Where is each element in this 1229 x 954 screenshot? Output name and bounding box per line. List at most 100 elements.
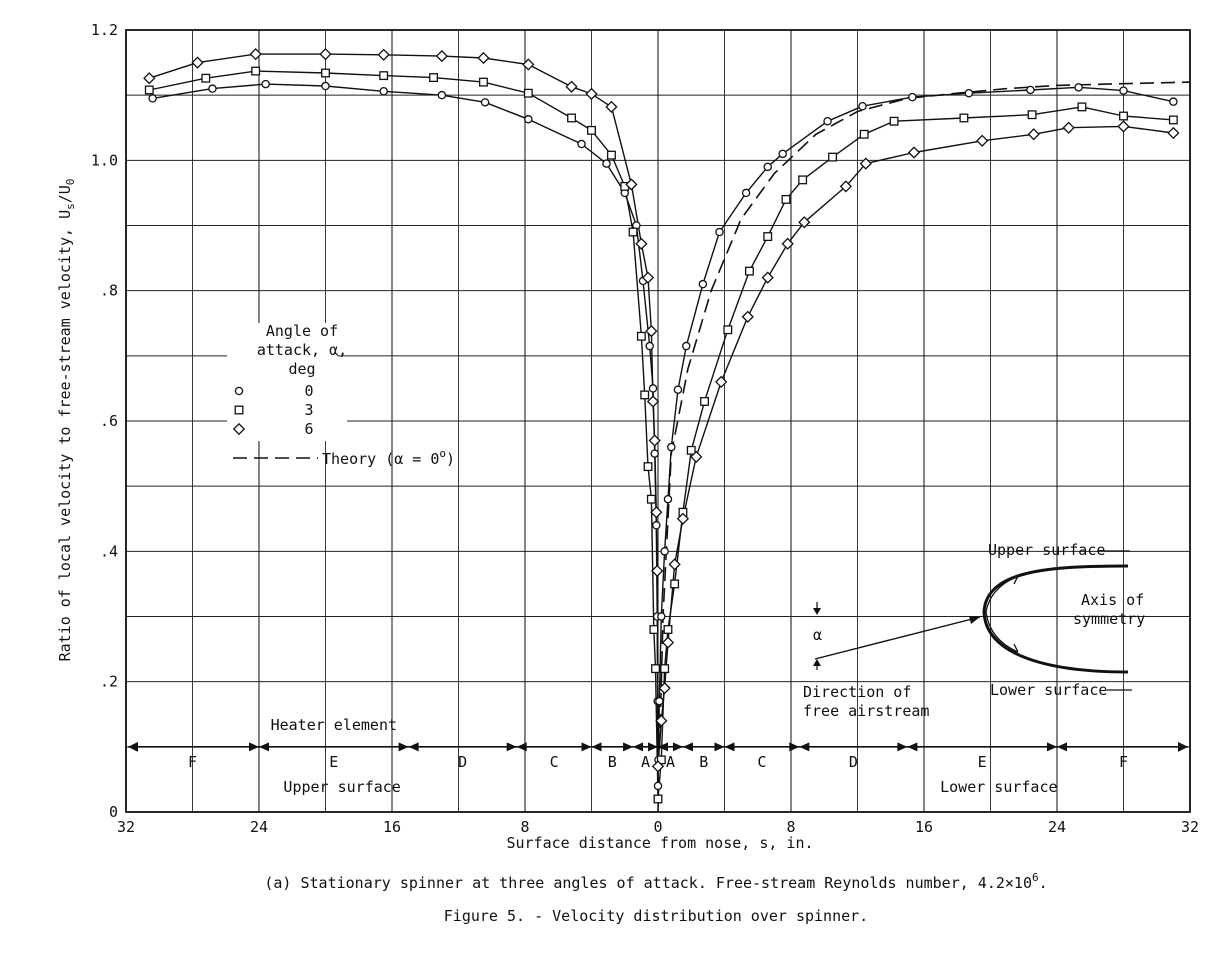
- square-marker: [321, 68, 330, 78]
- legend-background: [227, 353, 337, 411]
- legend-entry-label: 6: [304, 420, 313, 438]
- zone-arrow: [672, 742, 683, 752]
- legend-title-line-2: attack, α,: [257, 341, 347, 359]
- zone-arrow: [259, 742, 269, 752]
- diamond-marker: [839, 180, 852, 193]
- x-tick-label: 32: [117, 818, 135, 836]
- diamond-marker: [761, 271, 774, 284]
- circle-marker: [577, 139, 586, 149]
- diamond-marker: [565, 80, 578, 93]
- zone-letter: F: [188, 753, 197, 771]
- lower-surface-label: Lower surface: [940, 778, 1057, 796]
- square-marker: [1077, 102, 1087, 112]
- square-marker: [859, 129, 869, 139]
- zone-letter: D: [849, 753, 858, 771]
- legend-entry-label: 0: [304, 382, 313, 400]
- circle-marker: [698, 279, 708, 289]
- circle-marker: [858, 101, 867, 111]
- square-marker: [1027, 110, 1037, 120]
- y-axis-label: Ratio of local velocity to free-stream v…: [56, 179, 77, 662]
- circle-marker: [261, 79, 270, 89]
- x-tick-label: 16: [915, 818, 933, 836]
- diamond-marker: [522, 58, 535, 71]
- square-marker: [828, 152, 838, 162]
- zone-arrow: [623, 742, 634, 752]
- circle-marker: [673, 385, 683, 394]
- circle-marker: [1119, 86, 1128, 95]
- circle-marker: [480, 98, 490, 107]
- square-marker: [744, 266, 754, 276]
- x-tick-label: 24: [1048, 818, 1066, 836]
- alpha-label: α: [813, 626, 822, 644]
- x-axis-label: Surface distance from nose, s, in.: [506, 834, 813, 852]
- zone-letter: F: [1119, 753, 1128, 771]
- square-marker: [628, 227, 638, 237]
- circle-marker: [1026, 85, 1035, 95]
- square-marker: [651, 664, 660, 674]
- tick-labels: 32 24 16 8 0 8 16 24 320.2.4.6.81.01.2: [91, 21, 1199, 836]
- circle-marker: [660, 547, 669, 556]
- zone-letter: D: [458, 753, 467, 771]
- zone-arrow: [1057, 742, 1067, 752]
- diamond-marker: [859, 157, 872, 170]
- diamond-marker: [645, 324, 658, 338]
- diamond-marker: [658, 682, 671, 695]
- theory-dashed-line: [657, 81, 1191, 813]
- zone-letter: B: [699, 753, 708, 771]
- diamond-marker: [798, 216, 811, 229]
- diamond-marker: [605, 100, 618, 114]
- diamond-marker: [741, 310, 754, 323]
- square-marker: [523, 88, 533, 98]
- diamond-marker: [191, 56, 204, 69]
- circle-marker: [1169, 97, 1178, 106]
- upper-flow-arrow: [1009, 575, 1019, 585]
- direction-label-2: free airstream: [803, 702, 929, 720]
- zone-arrow: [724, 742, 735, 752]
- diamond-marker: [1117, 120, 1130, 133]
- legend-background: [227, 323, 377, 353]
- square-marker: [686, 445, 696, 455]
- x-tick-label: 32: [1181, 818, 1199, 836]
- circle-marker: [908, 92, 917, 102]
- square-marker: [1119, 111, 1128, 121]
- y-tick-label: .4: [100, 542, 118, 560]
- diamond-marker: [907, 146, 921, 159]
- diamond-marker: [1167, 126, 1180, 140]
- circle-marker: [682, 341, 691, 351]
- zone-arrow: [789, 742, 800, 752]
- x-tick-label: 16: [383, 818, 401, 836]
- y-tick-label: .6: [100, 412, 118, 430]
- circle-marker: [652, 521, 661, 530]
- inset-lower-surface-label: Lower surface: [990, 681, 1107, 699]
- subfigure-caption: (a) Stationary spinner at three angles o…: [264, 871, 1047, 892]
- spinner-outline: [982, 564, 1129, 674]
- zone-letter: E: [329, 753, 338, 771]
- airstream-arrow-head: [969, 616, 980, 624]
- heater-zones: F E D C B A A B C D E F Heater element Upper surface L…: [128, 716, 1188, 796]
- circle-marker: [208, 84, 217, 93]
- square-marker: [607, 150, 616, 160]
- x-tick-label: 24: [250, 818, 268, 836]
- circle-marker: [648, 384, 658, 393]
- zone-arrow: [799, 742, 810, 752]
- circle-marker: [1074, 83, 1083, 92]
- diamond-marker: [1027, 128, 1040, 141]
- zone-arrow: [633, 742, 644, 752]
- axis-of-symmetry-label-2: symmetry: [1073, 610, 1145, 628]
- zone-arrow: [907, 742, 918, 752]
- circle-marker: [655, 696, 664, 706]
- diamond-marker: [668, 558, 681, 571]
- zone-arrow: [1178, 741, 1188, 752]
- circle-marker: [763, 162, 772, 172]
- diamond-marker: [651, 564, 664, 578]
- diamond-marker: [435, 49, 448, 63]
- airstream-direction-line: [814, 616, 981, 660]
- lower-flow-arrow: [1009, 643, 1019, 653]
- zone-arrow: [591, 742, 602, 752]
- circle-marker: [148, 94, 157, 103]
- diamond-marker: [143, 72, 156, 85]
- y-tick-label: 1.0: [91, 151, 118, 169]
- circle-marker: [778, 149, 787, 159]
